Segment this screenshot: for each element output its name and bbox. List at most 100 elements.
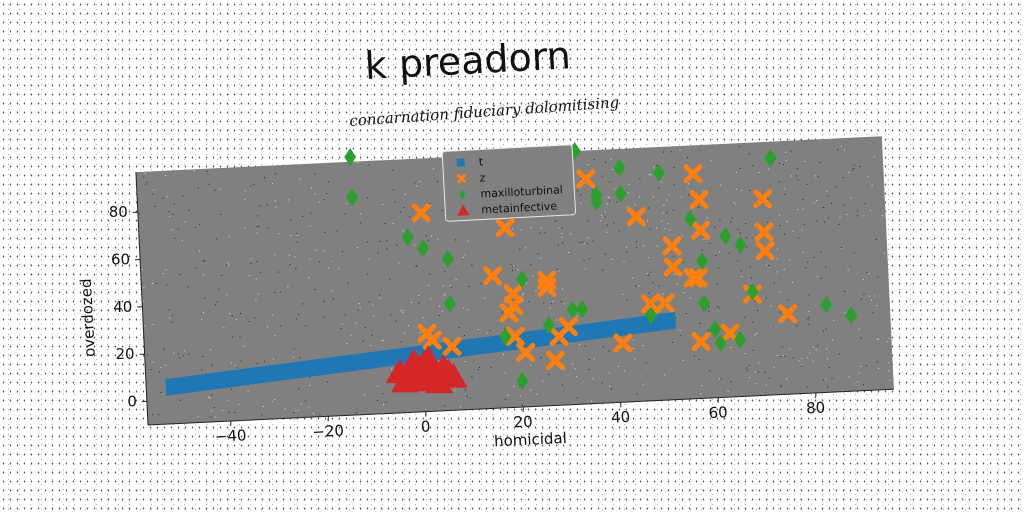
noise-dot — [636, 393, 638, 395]
noise-dot — [414, 182, 416, 184]
x-axis-label: homicidal — [494, 429, 568, 450]
noise-dot — [604, 211, 606, 213]
noise-dot — [382, 204, 384, 206]
noise-dot — [801, 364, 802, 366]
noise-dot — [377, 252, 379, 254]
noise-dot — [210, 410, 212, 412]
noise-dot — [171, 229, 173, 231]
point-maxilloturbinal — [734, 235, 747, 254]
noise-dot — [789, 348, 791, 350]
noise-dot — [155, 283, 157, 284]
point-maxilloturbinal — [696, 251, 709, 270]
y-tick-label: 40 — [113, 298, 132, 316]
noise-dot — [289, 254, 290, 256]
noise-dot — [746, 246, 748, 248]
noise-dot — [560, 301, 562, 302]
noise-dot — [165, 269, 167, 271]
noise-dot — [179, 274, 181, 275]
noise-dot — [826, 348, 828, 350]
noise-dot — [871, 184, 873, 186]
noise-dot — [292, 356, 294, 358]
noise-dot — [394, 201, 396, 203]
noise-dot — [244, 227, 246, 229]
noise-dot — [562, 242, 564, 244]
noise-dot — [451, 286, 453, 288]
noise-dot — [145, 183, 146, 185]
noise-dot — [166, 195, 168, 197]
noise-dot — [228, 264, 229, 266]
noise-dot — [716, 306, 718, 308]
point-maxilloturbinal — [542, 316, 555, 335]
noise-dot — [633, 339, 635, 341]
point-maxilloturbinal — [590, 185, 603, 204]
noise-dot — [561, 384, 563, 386]
noise-dot — [168, 211, 170, 212]
noise-dot — [817, 176, 819, 178]
noise-dot — [260, 271, 261, 273]
noise-dot — [758, 371, 760, 373]
point-z — [663, 257, 683, 277]
noise-dot — [708, 310, 710, 312]
noise-dot — [308, 277, 310, 279]
x-tick-label: 80 — [806, 399, 826, 418]
noise-dot — [298, 314, 300, 315]
noise-dot — [662, 212, 664, 214]
noise-dot — [610, 158, 612, 160]
noise-dot — [758, 172, 760, 173]
noise-dot — [574, 368, 576, 370]
noise-dot — [236, 367, 238, 369]
noise-dot — [489, 330, 491, 332]
noise-dot — [860, 298, 862, 300]
noise-dot — [295, 268, 297, 270]
noise-dot — [222, 410, 224, 412]
noise-dot — [697, 207, 699, 209]
noise-dot — [783, 268, 785, 270]
noise-dot — [588, 258, 590, 260]
noise-dot — [169, 216, 171, 218]
noise-dot — [852, 169, 854, 171]
noise-dot — [266, 204, 268, 206]
noise-dot — [862, 384, 864, 386]
noise-dot — [749, 377, 751, 379]
noise-dot — [627, 192, 629, 194]
noise-dot — [250, 262, 252, 264]
noise-dot — [280, 325, 282, 327]
noise-dot — [844, 149, 845, 151]
noise-dot — [749, 190, 751, 191]
noise-dot — [234, 364, 236, 366]
noise-dot — [415, 265, 417, 267]
noise-dot — [471, 376, 473, 378]
point-maxilloturbinal — [576, 300, 589, 319]
noise-dot — [267, 326, 268, 328]
noise-dot — [580, 202, 582, 204]
noise-dot — [275, 173, 276, 175]
noise-dot — [400, 211, 402, 213]
noise-dot — [808, 310, 810, 312]
noise-dot — [844, 312, 846, 314]
noise-dot — [338, 268, 340, 270]
noise-dot — [199, 250, 200, 252]
noise-dot — [139, 213, 141, 215]
noise-dot — [844, 291, 845, 292]
noise-dot — [381, 340, 383, 342]
noise-dot — [584, 268, 586, 270]
noise-dot — [309, 384, 311, 386]
legend-box — [441, 144, 576, 222]
noise-dot — [856, 215, 858, 217]
noise-dot — [608, 372, 610, 374]
noise-dot — [744, 353, 746, 354]
noise-dot — [540, 257, 542, 259]
noise-dot — [554, 220, 556, 222]
noise-dot — [709, 242, 711, 244]
y-tick-label: 80 — [109, 203, 128, 221]
point-maxilloturbinal — [441, 249, 454, 268]
noise-dot — [780, 385, 782, 387]
noise-dot — [160, 392, 162, 393]
noise-dot — [639, 178, 641, 180]
noise-dot — [444, 293, 446, 295]
noise-dot — [357, 247, 358, 249]
noise-dot — [442, 285, 444, 287]
noise-dot — [771, 325, 773, 327]
noise-dot — [304, 400, 306, 402]
noise-dot — [744, 316, 746, 318]
